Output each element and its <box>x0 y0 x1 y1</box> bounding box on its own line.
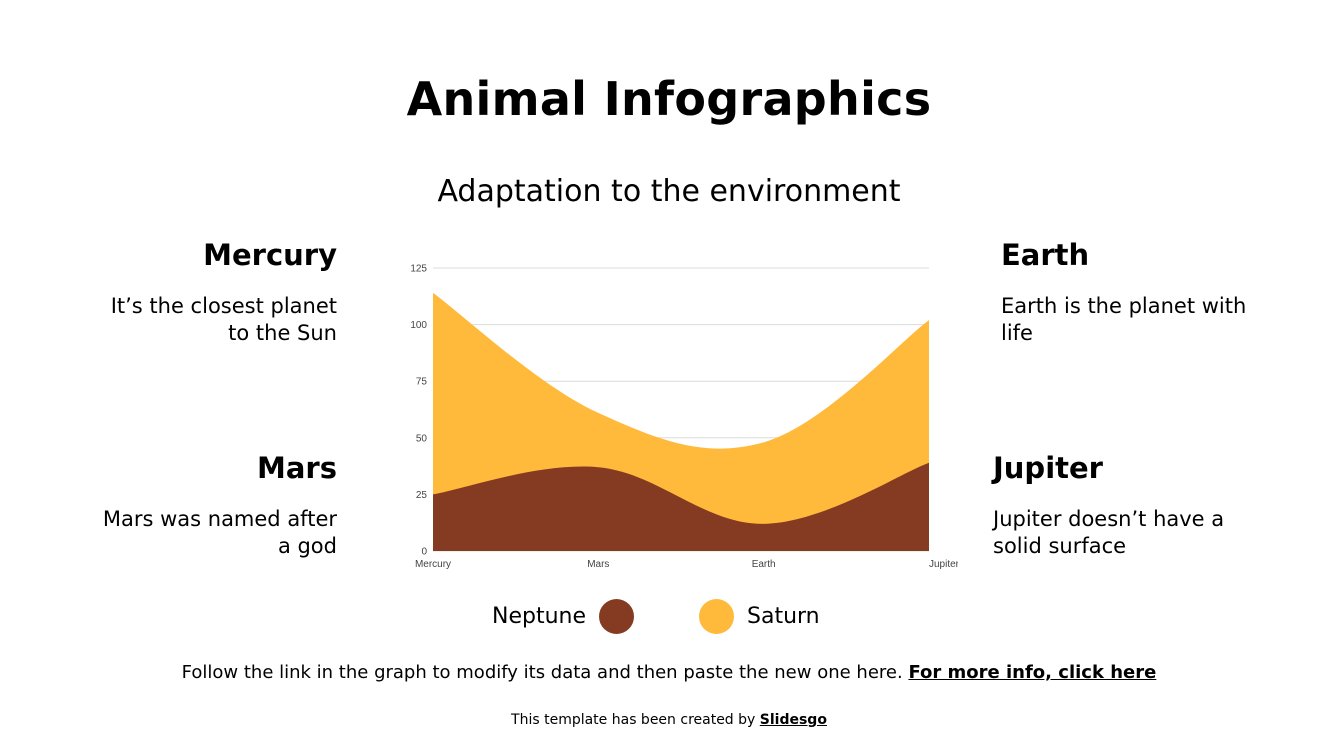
earth-heading: Earth <box>1001 238 1090 272</box>
mars-heading: Mars <box>257 451 337 485</box>
credit-text: This template has been created by <box>511 712 756 728</box>
legend-saturn-swatch <box>699 598 734 634</box>
y-tick-label: 0 <box>421 547 427 558</box>
x-tick-label: Mars <box>587 559 609 570</box>
earth-description: Earth is the planet with life <box>1001 294 1247 345</box>
x-tick-label: Earth <box>752 559 776 570</box>
x-tick-label: Mercury <box>415 559 451 570</box>
mercury-heading: Mercury <box>203 238 337 272</box>
y-tick-label: 100 <box>410 320 427 331</box>
jupiter-description: Jupiter doesn’t have a solid surface <box>993 507 1225 558</box>
jupiter-heading: Jupiter <box>993 451 1103 485</box>
x-tick-label: Jupiter <box>929 559 958 570</box>
slidesgo-link[interactable]: Slidesgo <box>759 712 827 728</box>
y-tick-label: 75 <box>416 377 428 388</box>
area-neptune <box>433 462 929 551</box>
legend-saturn: Saturn <box>699 597 820 635</box>
more-info-link[interactable]: For more info, click here <box>908 662 1157 683</box>
y-tick-label: 25 <box>416 490 428 501</box>
chart-subtitle: Adaptation to the environment <box>437 174 901 209</box>
page-title: Animal Infographics <box>406 72 932 126</box>
y-tick-label: 50 <box>416 433 428 444</box>
mercury-description: It’s the closest planet to the Sun <box>110 294 337 345</box>
stacked-area-chart: 0 25 50 75 100 125 Mercury Mars Earth Jupiter <box>410 264 958 571</box>
legend-neptune-label: Neptune <box>492 603 587 629</box>
mars-description: Mars was named after a god <box>102 507 337 558</box>
y-tick-label: 125 <box>410 264 427 275</box>
credit-line: This template has been created by Slides… <box>0 712 1338 728</box>
legend-neptune-swatch <box>599 598 635 634</box>
legend-saturn-label: Saturn <box>747 603 820 629</box>
footer-note: Follow the link in the graph to modify i… <box>0 662 1338 683</box>
legend-neptune: Neptune <box>492 597 635 635</box>
footer-note-text: Follow the link in the graph to modify i… <box>181 662 903 683</box>
